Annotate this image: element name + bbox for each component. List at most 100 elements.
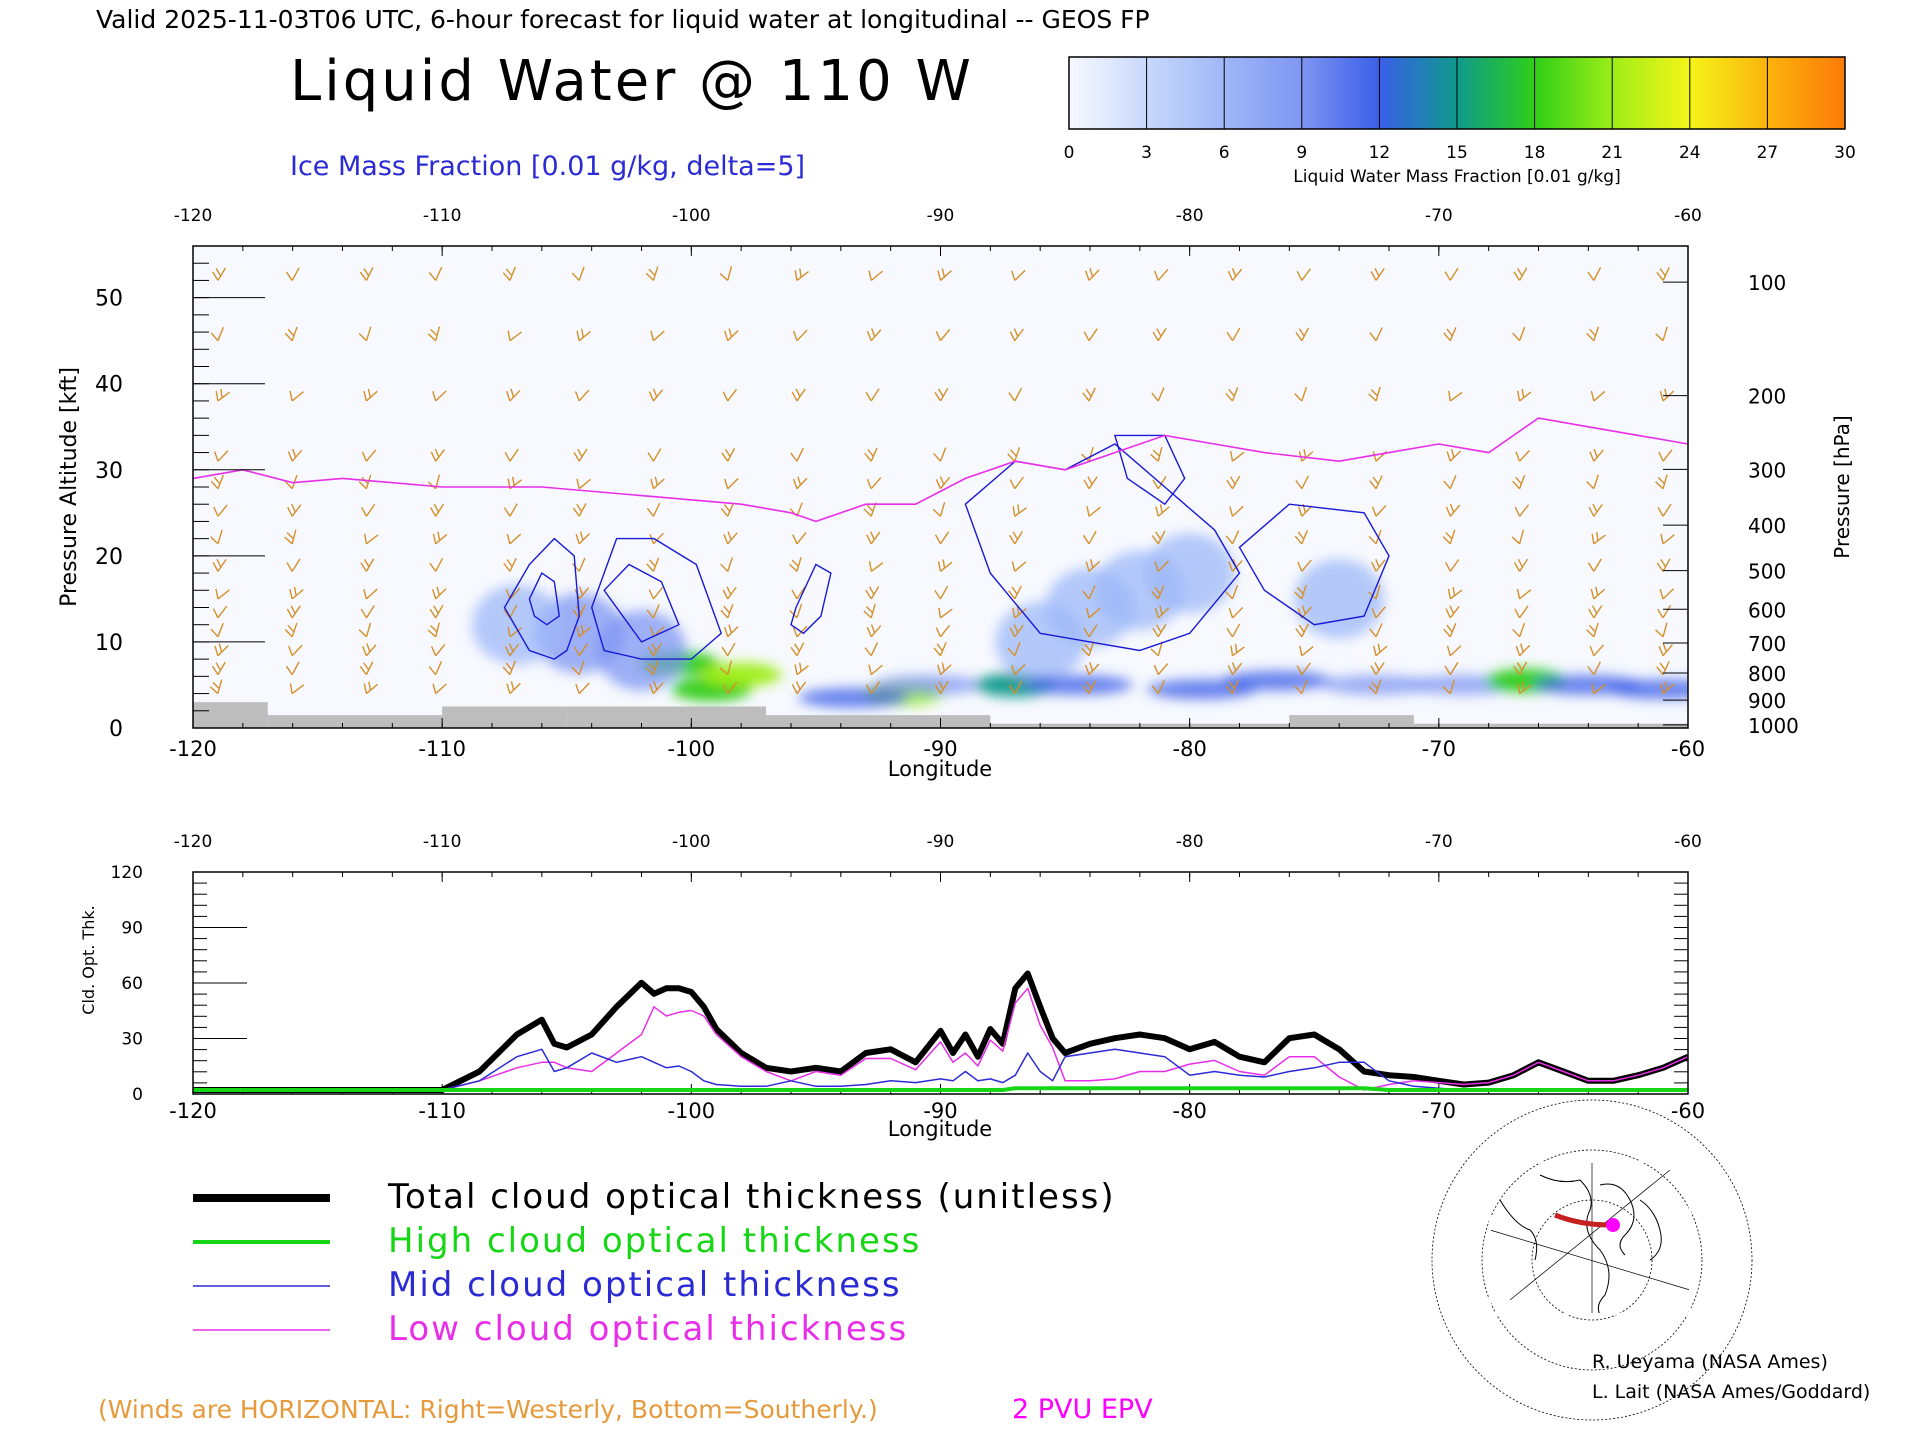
wind-barb-flag xyxy=(1299,645,1303,656)
wind-barb-shaft xyxy=(1157,680,1166,694)
wind-barb-flag xyxy=(720,563,729,572)
wind-barb-flag xyxy=(1517,558,1523,568)
wind-barb xyxy=(1086,506,1101,517)
x-tick-label-top: -80 xyxy=(1176,206,1204,226)
wind-barb xyxy=(284,529,297,545)
wind-barb-flag xyxy=(937,561,942,572)
wind-barb-flag xyxy=(1008,684,1016,694)
wind-barb-flag xyxy=(505,391,511,402)
wind-barb-flag xyxy=(1228,561,1234,572)
wind-barb-flag xyxy=(942,559,946,569)
wind-barb-shaft xyxy=(1301,646,1314,657)
wind-barb-shaft xyxy=(1519,589,1532,600)
y-axis-label: Cld. Opt. Thk. xyxy=(79,905,98,1014)
wind-barb-flag xyxy=(506,559,513,568)
wind-barb-flag xyxy=(1227,270,1234,281)
wind-barb-shaft xyxy=(435,558,444,572)
wind-barb xyxy=(284,622,298,638)
wind-barb-flag xyxy=(648,589,655,600)
wind-barb-flag xyxy=(1229,506,1234,517)
colorbar-segment xyxy=(1301,57,1380,129)
wind-barb xyxy=(792,329,808,342)
wind-barb-shaft xyxy=(291,588,304,600)
wind-barb-flag xyxy=(289,683,293,694)
y-axis-label-right: Pressure [hPa] xyxy=(1830,415,1854,558)
wind-barb xyxy=(289,390,304,402)
legend-label: Low cloud optical thickness xyxy=(388,1309,908,1349)
wind-barb xyxy=(1226,475,1241,490)
wind-barb xyxy=(289,586,304,600)
wind-barb xyxy=(574,389,590,402)
wind-barb xyxy=(1226,623,1241,638)
wind-barb-flag xyxy=(1016,605,1020,615)
wind-barb-shaft xyxy=(1449,559,1460,572)
wind-barb-flag xyxy=(722,391,729,402)
wind-barb-flag xyxy=(432,390,437,402)
wind-barb xyxy=(1011,663,1026,676)
wind-barb-flag xyxy=(1664,681,1668,691)
wind-barb-shaft xyxy=(435,604,444,619)
wind-barb-shaft xyxy=(1449,679,1455,694)
wind-barb xyxy=(573,448,588,462)
wind-barb-flag xyxy=(1151,590,1159,600)
wind-barb-flag xyxy=(507,330,511,341)
wind-barb-flag xyxy=(1234,643,1238,653)
wind-barb-shaft xyxy=(435,683,448,695)
wind-barb xyxy=(211,661,226,676)
wind-barb-flag xyxy=(868,270,872,281)
wind-barb xyxy=(1516,588,1532,600)
wind-barb-shaft xyxy=(1449,589,1463,600)
wind-barb xyxy=(1152,475,1167,490)
wind-barb-flag xyxy=(1589,645,1595,656)
wind-barb xyxy=(1150,446,1163,462)
wind-barb-shaft xyxy=(1157,475,1167,490)
wind-barb xyxy=(504,448,519,462)
wind-barb-flag xyxy=(1371,506,1377,517)
wind-barb xyxy=(1659,681,1675,695)
wind-barb-flag xyxy=(870,624,876,633)
wind-barb-flag xyxy=(646,609,655,619)
wind-barb xyxy=(1660,533,1675,545)
wind-barb-flag xyxy=(1008,392,1016,402)
wind-barb-shaft xyxy=(1518,622,1526,638)
wind-barb-shaft xyxy=(1662,622,1668,637)
wind-barb xyxy=(429,558,444,572)
wind-barb xyxy=(1443,326,1457,342)
wind-barb-flag xyxy=(215,390,219,402)
wind-barb-flag xyxy=(1371,561,1377,572)
wind-barb-shaft xyxy=(365,644,377,657)
x-tick-label: -60 xyxy=(1671,737,1705,761)
wind-barb-flag xyxy=(722,589,729,600)
wind-barb-flag xyxy=(1516,268,1523,277)
wind-barb-flag xyxy=(287,506,293,517)
wind-barb-flag xyxy=(1303,449,1307,458)
wind-barb-flag xyxy=(210,480,219,490)
wind-barb xyxy=(1151,585,1165,600)
wind-barb-flag xyxy=(1513,271,1521,281)
wind-barb xyxy=(1655,474,1668,490)
wind-barb-shaft xyxy=(435,449,446,462)
wind-barb-flag xyxy=(1514,506,1521,517)
wind-barb xyxy=(648,587,664,600)
wind-barb-flag xyxy=(1297,561,1303,572)
locator-map xyxy=(1431,1099,1753,1421)
wind-barb-shaft xyxy=(870,270,883,281)
wind-barb xyxy=(868,561,884,572)
wind-barb-flag xyxy=(1294,535,1303,545)
wind-barb-flag xyxy=(359,271,367,281)
wind-barb-flag xyxy=(935,479,942,490)
wind-barb-shaft xyxy=(652,604,660,619)
wind-barb xyxy=(363,588,378,600)
wind-barb-flag xyxy=(1659,662,1666,671)
wind-barb xyxy=(363,533,379,545)
wind-barb-flag xyxy=(864,452,872,462)
wind-barb xyxy=(1082,585,1096,600)
wind-barb xyxy=(1084,268,1100,281)
wind-barb-flag xyxy=(649,559,656,567)
wind-barb-flag xyxy=(649,683,655,694)
wind-barb-flag xyxy=(723,626,729,637)
wind-barb xyxy=(571,660,585,676)
wind-barb xyxy=(575,531,591,545)
wind-barb-flag xyxy=(934,590,942,600)
wind-barb-shaft xyxy=(291,529,297,544)
